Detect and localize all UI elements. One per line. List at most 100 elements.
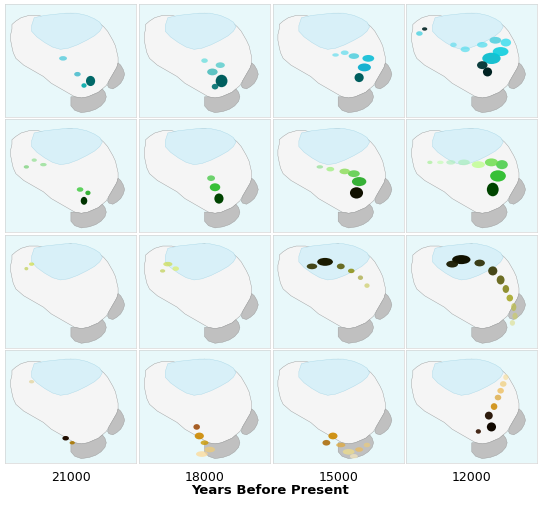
Ellipse shape <box>458 160 470 166</box>
Polygon shape <box>32 244 103 280</box>
Polygon shape <box>509 409 525 435</box>
Ellipse shape <box>307 264 317 270</box>
Polygon shape <box>71 90 106 114</box>
Ellipse shape <box>29 263 34 266</box>
Ellipse shape <box>491 404 497 410</box>
Polygon shape <box>433 244 503 280</box>
Polygon shape <box>338 320 374 344</box>
Text: 21000: 21000 <box>51 470 91 483</box>
Ellipse shape <box>358 276 363 280</box>
Ellipse shape <box>82 84 86 89</box>
Ellipse shape <box>355 74 364 83</box>
Polygon shape <box>107 64 125 90</box>
Ellipse shape <box>487 422 496 432</box>
Ellipse shape <box>446 161 455 165</box>
Polygon shape <box>338 205 374 229</box>
Ellipse shape <box>495 395 501 401</box>
Ellipse shape <box>163 262 172 267</box>
Polygon shape <box>205 320 240 344</box>
Ellipse shape <box>485 159 498 167</box>
Ellipse shape <box>488 267 497 276</box>
Polygon shape <box>433 359 503 395</box>
Ellipse shape <box>416 32 423 37</box>
Polygon shape <box>472 205 507 229</box>
Ellipse shape <box>477 62 488 70</box>
Text: 12000: 12000 <box>452 470 492 483</box>
Ellipse shape <box>40 163 46 167</box>
Ellipse shape <box>196 451 208 457</box>
Polygon shape <box>509 294 525 320</box>
Ellipse shape <box>362 56 374 63</box>
Polygon shape <box>144 129 252 214</box>
Polygon shape <box>472 320 507 344</box>
Ellipse shape <box>489 38 501 45</box>
Ellipse shape <box>490 171 506 182</box>
Ellipse shape <box>328 433 338 439</box>
Polygon shape <box>278 129 386 214</box>
Ellipse shape <box>510 321 515 326</box>
Polygon shape <box>11 244 118 329</box>
Ellipse shape <box>500 381 507 387</box>
Ellipse shape <box>452 256 470 265</box>
Ellipse shape <box>205 447 215 453</box>
Polygon shape <box>241 64 258 90</box>
Ellipse shape <box>476 429 481 434</box>
Polygon shape <box>411 359 519 444</box>
Ellipse shape <box>172 267 179 271</box>
Ellipse shape <box>86 77 95 87</box>
Ellipse shape <box>77 188 83 192</box>
Polygon shape <box>32 14 103 50</box>
Polygon shape <box>107 294 125 320</box>
Ellipse shape <box>341 51 349 56</box>
Ellipse shape <box>317 259 333 266</box>
Polygon shape <box>433 129 503 165</box>
Ellipse shape <box>214 194 224 204</box>
Polygon shape <box>165 129 236 165</box>
Polygon shape <box>375 294 392 320</box>
Ellipse shape <box>358 64 371 72</box>
Polygon shape <box>338 90 374 114</box>
Ellipse shape <box>195 433 204 439</box>
Polygon shape <box>71 435 106 459</box>
Ellipse shape <box>487 183 498 197</box>
Ellipse shape <box>81 197 87 205</box>
Ellipse shape <box>212 84 218 90</box>
Polygon shape <box>299 359 369 395</box>
Ellipse shape <box>348 171 360 178</box>
Polygon shape <box>338 435 374 459</box>
Ellipse shape <box>503 286 509 293</box>
Polygon shape <box>144 244 252 329</box>
Polygon shape <box>411 244 519 329</box>
Ellipse shape <box>507 295 513 302</box>
Ellipse shape <box>475 260 485 267</box>
Polygon shape <box>433 14 503 50</box>
Ellipse shape <box>503 375 509 380</box>
Text: 15000: 15000 <box>318 470 358 483</box>
Ellipse shape <box>364 443 370 447</box>
Polygon shape <box>472 435 507 459</box>
Ellipse shape <box>332 54 339 58</box>
Ellipse shape <box>482 53 501 65</box>
Ellipse shape <box>336 443 346 447</box>
Ellipse shape <box>32 159 37 162</box>
Polygon shape <box>107 409 125 435</box>
Ellipse shape <box>215 63 225 69</box>
Ellipse shape <box>493 48 509 57</box>
Ellipse shape <box>352 178 366 187</box>
Ellipse shape <box>340 169 350 175</box>
Polygon shape <box>32 129 103 165</box>
Polygon shape <box>375 64 392 90</box>
Ellipse shape <box>511 303 516 312</box>
Polygon shape <box>11 14 118 99</box>
Ellipse shape <box>207 176 215 182</box>
Polygon shape <box>509 179 525 205</box>
Ellipse shape <box>446 261 458 268</box>
Ellipse shape <box>348 269 355 274</box>
Ellipse shape <box>29 380 34 384</box>
Ellipse shape <box>350 454 358 459</box>
Ellipse shape <box>74 73 81 77</box>
Ellipse shape <box>477 43 488 48</box>
Ellipse shape <box>437 161 444 165</box>
Ellipse shape <box>461 47 470 53</box>
Ellipse shape <box>215 76 227 88</box>
